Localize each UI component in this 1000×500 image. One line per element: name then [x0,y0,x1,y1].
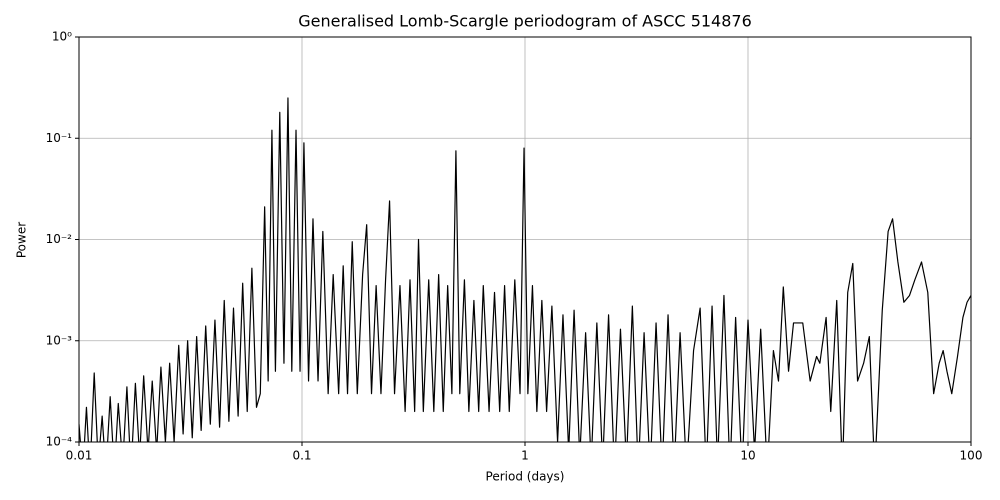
y-tick-label: 10⁰ [52,30,72,44]
ticks: 0.01 0.1 1 10 100 10⁻⁴ 10⁻³ 10⁻² 10⁻¹ 10⁰ [46,30,983,463]
x-tick-label: 100 [960,449,983,463]
x-tick-label: 1 [521,449,529,463]
x-tick-label: 0.01 [66,449,93,463]
y-tick-label: 10⁻⁴ [46,435,73,449]
chart-title: Generalised Lomb-Scargle periodogram of … [298,12,752,31]
x-tick-label: 10 [740,449,755,463]
y-tick-label: 10⁻² [46,232,73,246]
y-tick-label: 10⁻¹ [46,131,73,145]
x-axis-label: Period (days) [486,470,565,484]
periodogram-line [79,97,971,442]
y-axis-label: Power [15,222,29,258]
y-tick-label: 10⁻³ [46,333,73,347]
plot-area [79,97,971,442]
x-tick-label: 0.1 [292,449,311,463]
